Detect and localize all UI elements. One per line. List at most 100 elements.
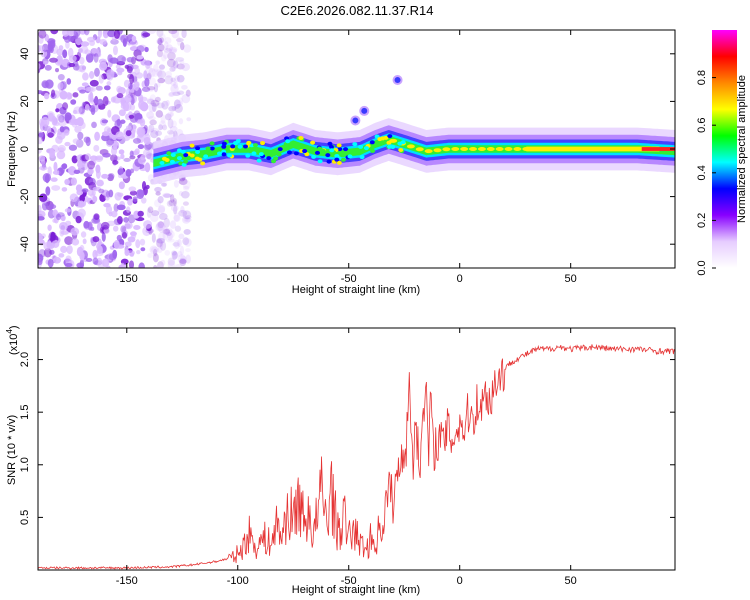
noise-mark <box>55 213 62 221</box>
noise-mark <box>59 82 64 90</box>
noise-mark <box>106 138 115 146</box>
noise-mark <box>155 60 160 65</box>
noise-mark <box>155 110 163 118</box>
noise-mark <box>64 262 73 268</box>
noise-mark <box>99 61 108 71</box>
noise-mark <box>157 70 167 79</box>
noise-mark <box>68 62 76 68</box>
noise-mark <box>146 153 155 160</box>
noise-mark <box>137 210 144 217</box>
noise-mark <box>116 118 121 127</box>
noise-mark <box>171 65 177 72</box>
noise-mark <box>55 135 63 144</box>
noise-mark <box>113 240 120 250</box>
noise-mark <box>124 94 132 103</box>
noise-mark <box>181 30 187 39</box>
ridge-speckle <box>170 153 176 158</box>
noise-mark <box>91 48 99 55</box>
noise-mark <box>148 116 156 121</box>
noise-mark <box>74 125 82 133</box>
noise-mark <box>144 77 150 88</box>
noise-mark <box>83 30 90 36</box>
noise-mark <box>44 64 52 71</box>
noise-mark <box>172 91 181 96</box>
noise-mark <box>123 157 131 163</box>
ridge-speckle <box>226 153 232 158</box>
noise-mark <box>156 102 165 109</box>
heatmap-y-ticks: -40 -20 0 20 40 <box>19 48 675 252</box>
noise-mark <box>42 60 49 65</box>
noise-mark <box>38 136 43 145</box>
ridge-core-mark <box>504 147 513 151</box>
ridge-speckle <box>195 146 201 151</box>
noise-mark <box>57 144 66 153</box>
ridge-core-mark <box>641 147 675 151</box>
noise-mark <box>147 253 154 258</box>
noise-mark <box>159 241 167 251</box>
noise-mark <box>118 264 123 268</box>
noise-mark <box>185 217 192 223</box>
noise-mark <box>132 196 138 202</box>
noise-mark <box>117 168 124 175</box>
noise-mark <box>175 57 185 62</box>
noise-mark <box>166 58 176 68</box>
x-tick-label: 50 <box>565 273 577 285</box>
noise-mark <box>182 210 192 220</box>
noise-mark <box>56 150 66 160</box>
noise-mark <box>51 239 60 248</box>
noise-mark <box>160 114 166 125</box>
noise-mark <box>62 49 68 59</box>
noise-mark <box>94 250 104 257</box>
noise-mark <box>139 238 146 246</box>
noise-mark <box>128 114 135 119</box>
ridge-speckle <box>186 156 192 161</box>
noise-mark <box>130 231 137 240</box>
ridge-core-mark <box>460 147 469 151</box>
noise-mark <box>59 126 65 133</box>
noise-mark <box>143 220 153 229</box>
noise-mark <box>87 160 96 170</box>
noise-mark <box>77 208 86 218</box>
noise-mark <box>115 131 124 140</box>
noise-mark <box>145 151 152 160</box>
noise-mark <box>172 250 179 259</box>
noise-mark <box>146 86 156 91</box>
noise-mark <box>151 210 160 217</box>
noise-mark <box>87 86 96 93</box>
noise-mark <box>91 121 97 129</box>
noise-mark <box>70 177 78 186</box>
ridge-speckle <box>242 144 248 149</box>
noise-mark <box>155 223 163 232</box>
noise-mark <box>186 117 192 122</box>
noise-mark <box>165 99 170 107</box>
ridge-speckle <box>337 147 343 152</box>
noise-mark <box>182 179 191 190</box>
ridge-speckle <box>230 144 236 149</box>
noise-mark <box>158 232 166 242</box>
noise-mark <box>73 106 83 115</box>
noise-mark <box>173 99 181 109</box>
noise-mark <box>57 73 65 81</box>
ridge-speckle <box>285 139 291 144</box>
noise-mark <box>101 173 109 179</box>
snr-y-ticks: 0.5 1.0 1.5 2.0 <box>19 352 675 525</box>
noise-mark <box>185 248 191 253</box>
spectrogram-heatmap <box>38 30 675 268</box>
noise-mark <box>38 232 43 242</box>
noise-mark <box>94 131 101 142</box>
blob-core <box>394 76 401 83</box>
noise-mark <box>175 37 184 43</box>
noise-mark <box>153 83 159 93</box>
snr-frame <box>37 327 676 571</box>
noise-mark <box>73 169 81 175</box>
noise-mark <box>161 54 167 62</box>
noise-mark <box>153 248 158 257</box>
noise-mark <box>178 190 184 197</box>
ridge-speckle <box>359 155 365 160</box>
noise-mark <box>136 189 145 200</box>
noise-mark <box>164 228 170 235</box>
noise-mark <box>117 87 126 95</box>
noise-mark <box>116 216 123 225</box>
noise-mark <box>147 97 154 103</box>
noise-mark <box>61 187 68 192</box>
